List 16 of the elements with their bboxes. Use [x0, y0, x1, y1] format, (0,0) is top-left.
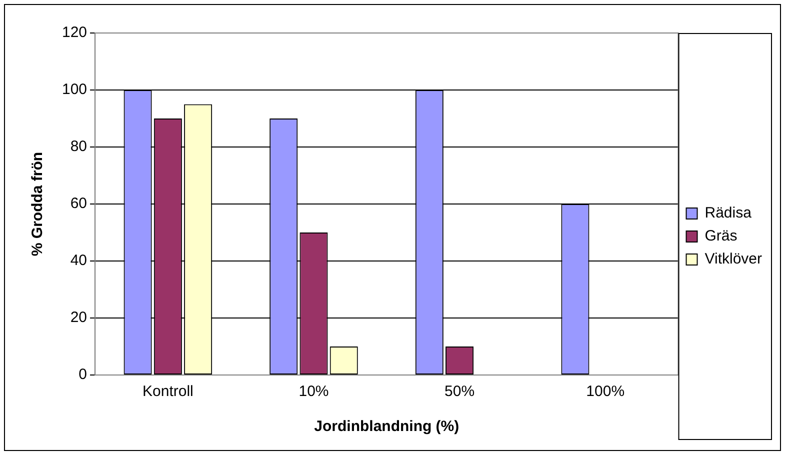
x-tick-label: 10% [298, 383, 329, 400]
legend-label: Gräs [704, 228, 738, 245]
y-axis-title: % Grodda frön [29, 152, 46, 256]
y-tick-label: 0 [78, 366, 88, 384]
y-tick-label: 80 [70, 138, 88, 156]
x-tick-label: Kontroll [142, 383, 194, 400]
y-tick-label: 100 [62, 81, 88, 98]
x-axis-title: Jordinblandning (%) [314, 418, 460, 436]
x-tick-label: 100% [586, 383, 625, 400]
legend-label: Vitklöver [704, 250, 762, 268]
x-tick-label: 50% [444, 383, 475, 400]
y-tick-label: 120 [62, 24, 88, 42]
y-tick-label: 40 [70, 252, 88, 270]
y-tick-label: 20 [70, 309, 88, 326]
legend-label: Rädisa [704, 204, 752, 222]
y-tick-label: 60 [70, 195, 88, 212]
